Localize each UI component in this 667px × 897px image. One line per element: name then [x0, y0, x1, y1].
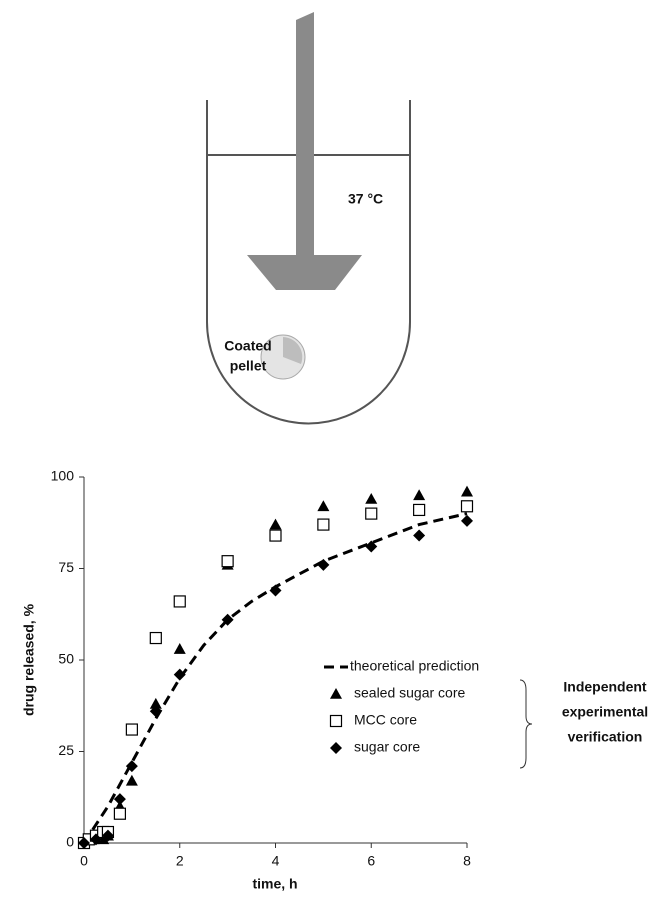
data-point [270, 584, 282, 596]
legend-label: theoretical prediction [350, 658, 479, 674]
y-tick-label: 50 [58, 651, 74, 667]
legend-label: sugar core [354, 739, 420, 755]
data-point [174, 643, 186, 654]
data-point [318, 519, 329, 530]
data-point [114, 808, 125, 819]
data-point [462, 501, 473, 512]
vessel-diagram: 37 °C Coated pellet [207, 12, 410, 423]
data-point [413, 530, 425, 542]
y-tick-label: 100 [51, 468, 75, 484]
x-tick-label: 2 [176, 853, 184, 869]
data-point [126, 775, 138, 786]
figure: 37 °C Coated pellet time, h drug release… [0, 0, 667, 897]
x-tick-label: 8 [463, 853, 471, 869]
pellet-label: pellet [230, 358, 267, 374]
annotation: experimental [562, 704, 648, 720]
data-point [270, 519, 282, 530]
data-point [126, 724, 137, 735]
annotation: verification [568, 729, 643, 745]
bracket [520, 680, 532, 768]
y-tick-label: 25 [58, 742, 74, 758]
data-point [461, 515, 473, 527]
data-point [150, 633, 161, 644]
x-axis-label: time, h [252, 876, 297, 892]
data-point [317, 500, 329, 511]
paddle-shaft [296, 12, 314, 255]
data-point [366, 508, 377, 519]
y-tick-label: 0 [66, 834, 74, 850]
pellet-label: Coated [224, 338, 271, 354]
data-point [414, 504, 425, 515]
data-point [270, 530, 281, 541]
legend-swatch [330, 688, 342, 699]
x-tick-label: 6 [367, 853, 375, 869]
data-point [174, 596, 185, 607]
legend-label: sealed sugar core [354, 685, 466, 701]
x-tick-label: 4 [272, 853, 280, 869]
paddle-blade [247, 255, 362, 290]
legend-swatch [331, 716, 342, 727]
data-point [413, 489, 425, 500]
data-point [461, 486, 473, 497]
data-point [317, 559, 329, 571]
y-axis-label: drug released, % [21, 603, 37, 716]
temperature-label: 37 °C [348, 191, 383, 207]
data-point [222, 556, 233, 567]
prediction-line [84, 514, 467, 843]
legend-swatch [330, 742, 342, 754]
y-tick-label: 75 [58, 559, 74, 575]
x-tick-label: 0 [80, 853, 88, 869]
annotation: Independent [563, 679, 647, 695]
data-point [365, 493, 377, 504]
legend-label: MCC core [354, 712, 417, 728]
